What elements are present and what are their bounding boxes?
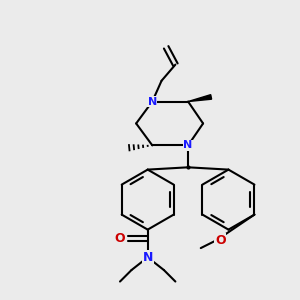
Text: O: O xyxy=(215,233,226,247)
Text: N: N xyxy=(184,140,193,150)
Text: N: N xyxy=(142,251,153,264)
Text: N: N xyxy=(148,97,157,106)
Text: O: O xyxy=(115,232,125,245)
Polygon shape xyxy=(188,95,211,101)
